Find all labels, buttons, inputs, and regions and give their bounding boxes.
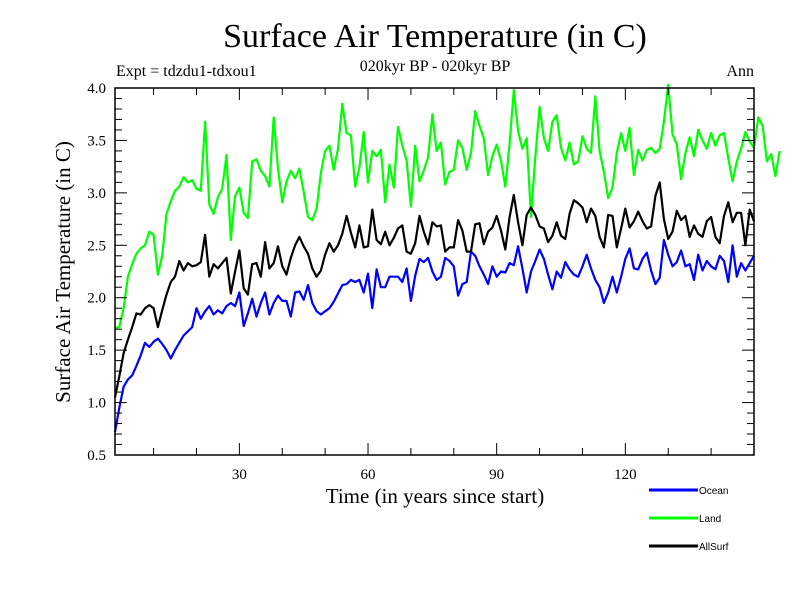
series-line-allsurf [113, 181, 756, 398]
legend-label: Ocean [699, 486, 728, 497]
y-tick-label: 3.5 [87, 133, 106, 149]
x-axis-label: Time (in years since start) [326, 484, 545, 508]
legend-item-ocean: Ocean [649, 486, 728, 497]
series-line-ocean [113, 238, 755, 433]
y-tick-label: 1.0 [87, 396, 106, 412]
plot-frame [114, 87, 755, 456]
experiment-label: Expt = tdzdu1-tdxou1 [116, 63, 257, 80]
x-tick-label: 30 [232, 467, 247, 483]
chart-title: Surface Air Temperature (in C) [223, 18, 647, 55]
legend-item-allsurf: AllSurf [649, 542, 729, 553]
legend: Ocean Land AllSurf [649, 486, 729, 553]
x-tick-label: 120 [614, 467, 637, 483]
series-layer [113, 83, 781, 433]
y-tick-label: 3.0 [87, 186, 106, 202]
y-tick-label: 0.5 [87, 448, 106, 464]
y-tick-label: 2.5 [87, 238, 106, 254]
y-tick-label: 1.5 [87, 343, 106, 359]
x-tick-label: 90 [489, 467, 504, 483]
legend-label: AllSurf [699, 542, 729, 553]
series-line-land [114, 83, 781, 330]
y-tick-label: 4.0 [87, 81, 106, 97]
axes-layer: 30 60 90 120 0.5 1.0 1.5 2.0 2.5 3.0 3.5 4.0 [87, 81, 755, 483]
chart-subtitle: 020kyr BP - 020kyr BP [360, 58, 511, 75]
y-tick-label: 2.0 [87, 291, 106, 307]
x-tick-label: 60 [361, 467, 376, 483]
legend-label: Land [699, 514, 721, 525]
season-label: Ann [726, 63, 754, 80]
y-axis-label: Surface Air Temperature (in C) [51, 141, 75, 403]
legend-item-land: Land [649, 514, 721, 525]
